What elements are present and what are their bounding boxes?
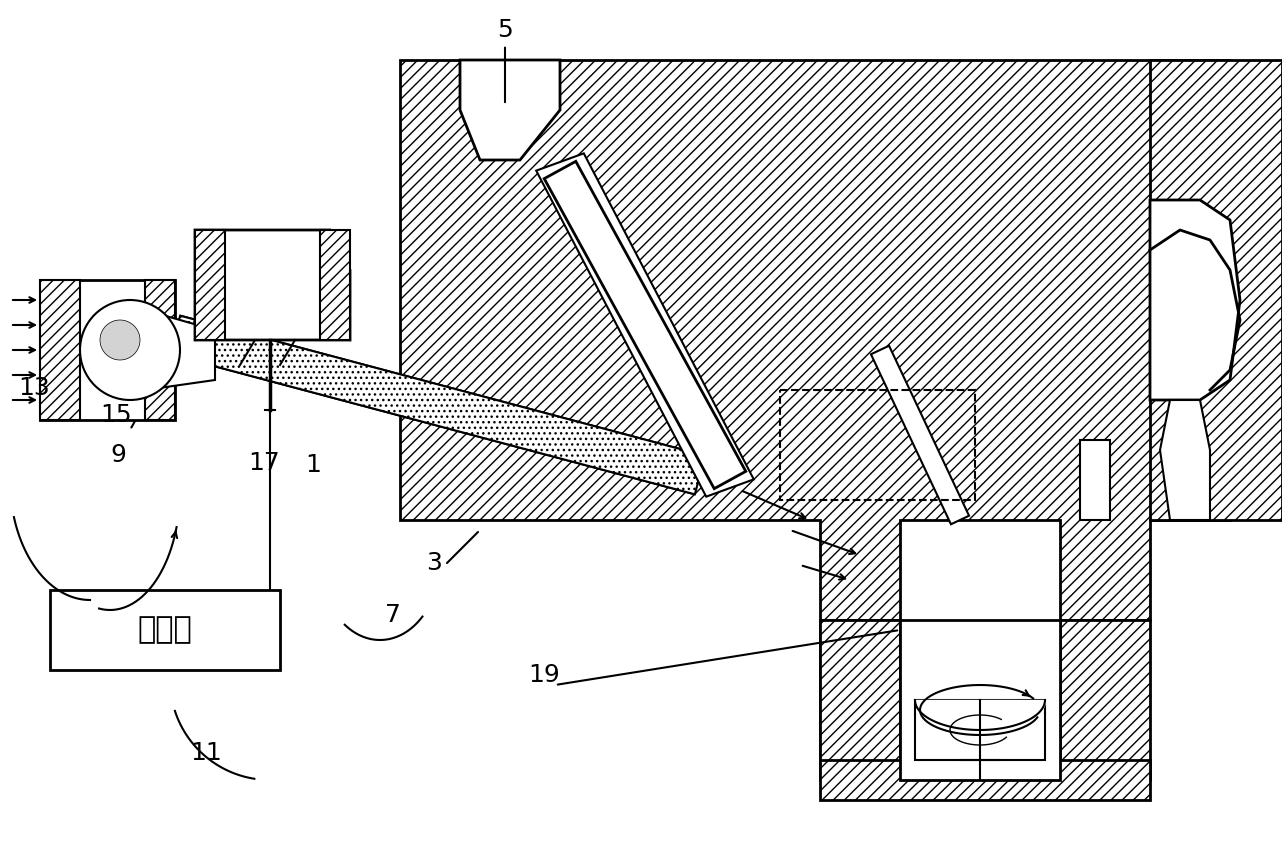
Polygon shape xyxy=(915,700,1045,760)
Text: 5: 5 xyxy=(497,18,513,102)
Polygon shape xyxy=(820,620,900,780)
Polygon shape xyxy=(900,620,1060,780)
Bar xyxy=(50,590,279,670)
Text: 11: 11 xyxy=(190,741,222,765)
Polygon shape xyxy=(400,60,1229,620)
Polygon shape xyxy=(1150,60,1282,520)
Polygon shape xyxy=(195,230,350,340)
Polygon shape xyxy=(145,310,215,390)
Text: 驱动器: 驱动器 xyxy=(137,615,192,645)
Polygon shape xyxy=(169,316,705,494)
Polygon shape xyxy=(320,230,350,340)
Circle shape xyxy=(100,320,140,360)
Polygon shape xyxy=(1060,620,1150,780)
Polygon shape xyxy=(545,161,746,489)
Polygon shape xyxy=(820,760,1150,800)
Text: 19: 19 xyxy=(528,663,560,687)
Polygon shape xyxy=(195,230,226,340)
Polygon shape xyxy=(40,280,79,420)
Polygon shape xyxy=(460,60,560,160)
Polygon shape xyxy=(181,316,729,483)
Polygon shape xyxy=(1079,440,1110,520)
Bar xyxy=(779,390,976,500)
Circle shape xyxy=(79,300,179,400)
Polygon shape xyxy=(1150,200,1240,400)
Polygon shape xyxy=(1160,400,1210,520)
Polygon shape xyxy=(870,346,969,524)
Polygon shape xyxy=(536,153,754,496)
Polygon shape xyxy=(40,280,176,420)
Polygon shape xyxy=(462,65,558,155)
Polygon shape xyxy=(820,620,900,780)
Text: 15: 15 xyxy=(100,403,132,427)
Text: 3: 3 xyxy=(426,551,442,575)
Polygon shape xyxy=(146,327,695,494)
Text: 13: 13 xyxy=(18,376,50,400)
Text: 7: 7 xyxy=(385,603,401,627)
Text: 1: 1 xyxy=(305,453,320,477)
Text: 9: 9 xyxy=(110,443,126,467)
Polygon shape xyxy=(145,280,176,420)
Text: 17: 17 xyxy=(247,451,279,475)
